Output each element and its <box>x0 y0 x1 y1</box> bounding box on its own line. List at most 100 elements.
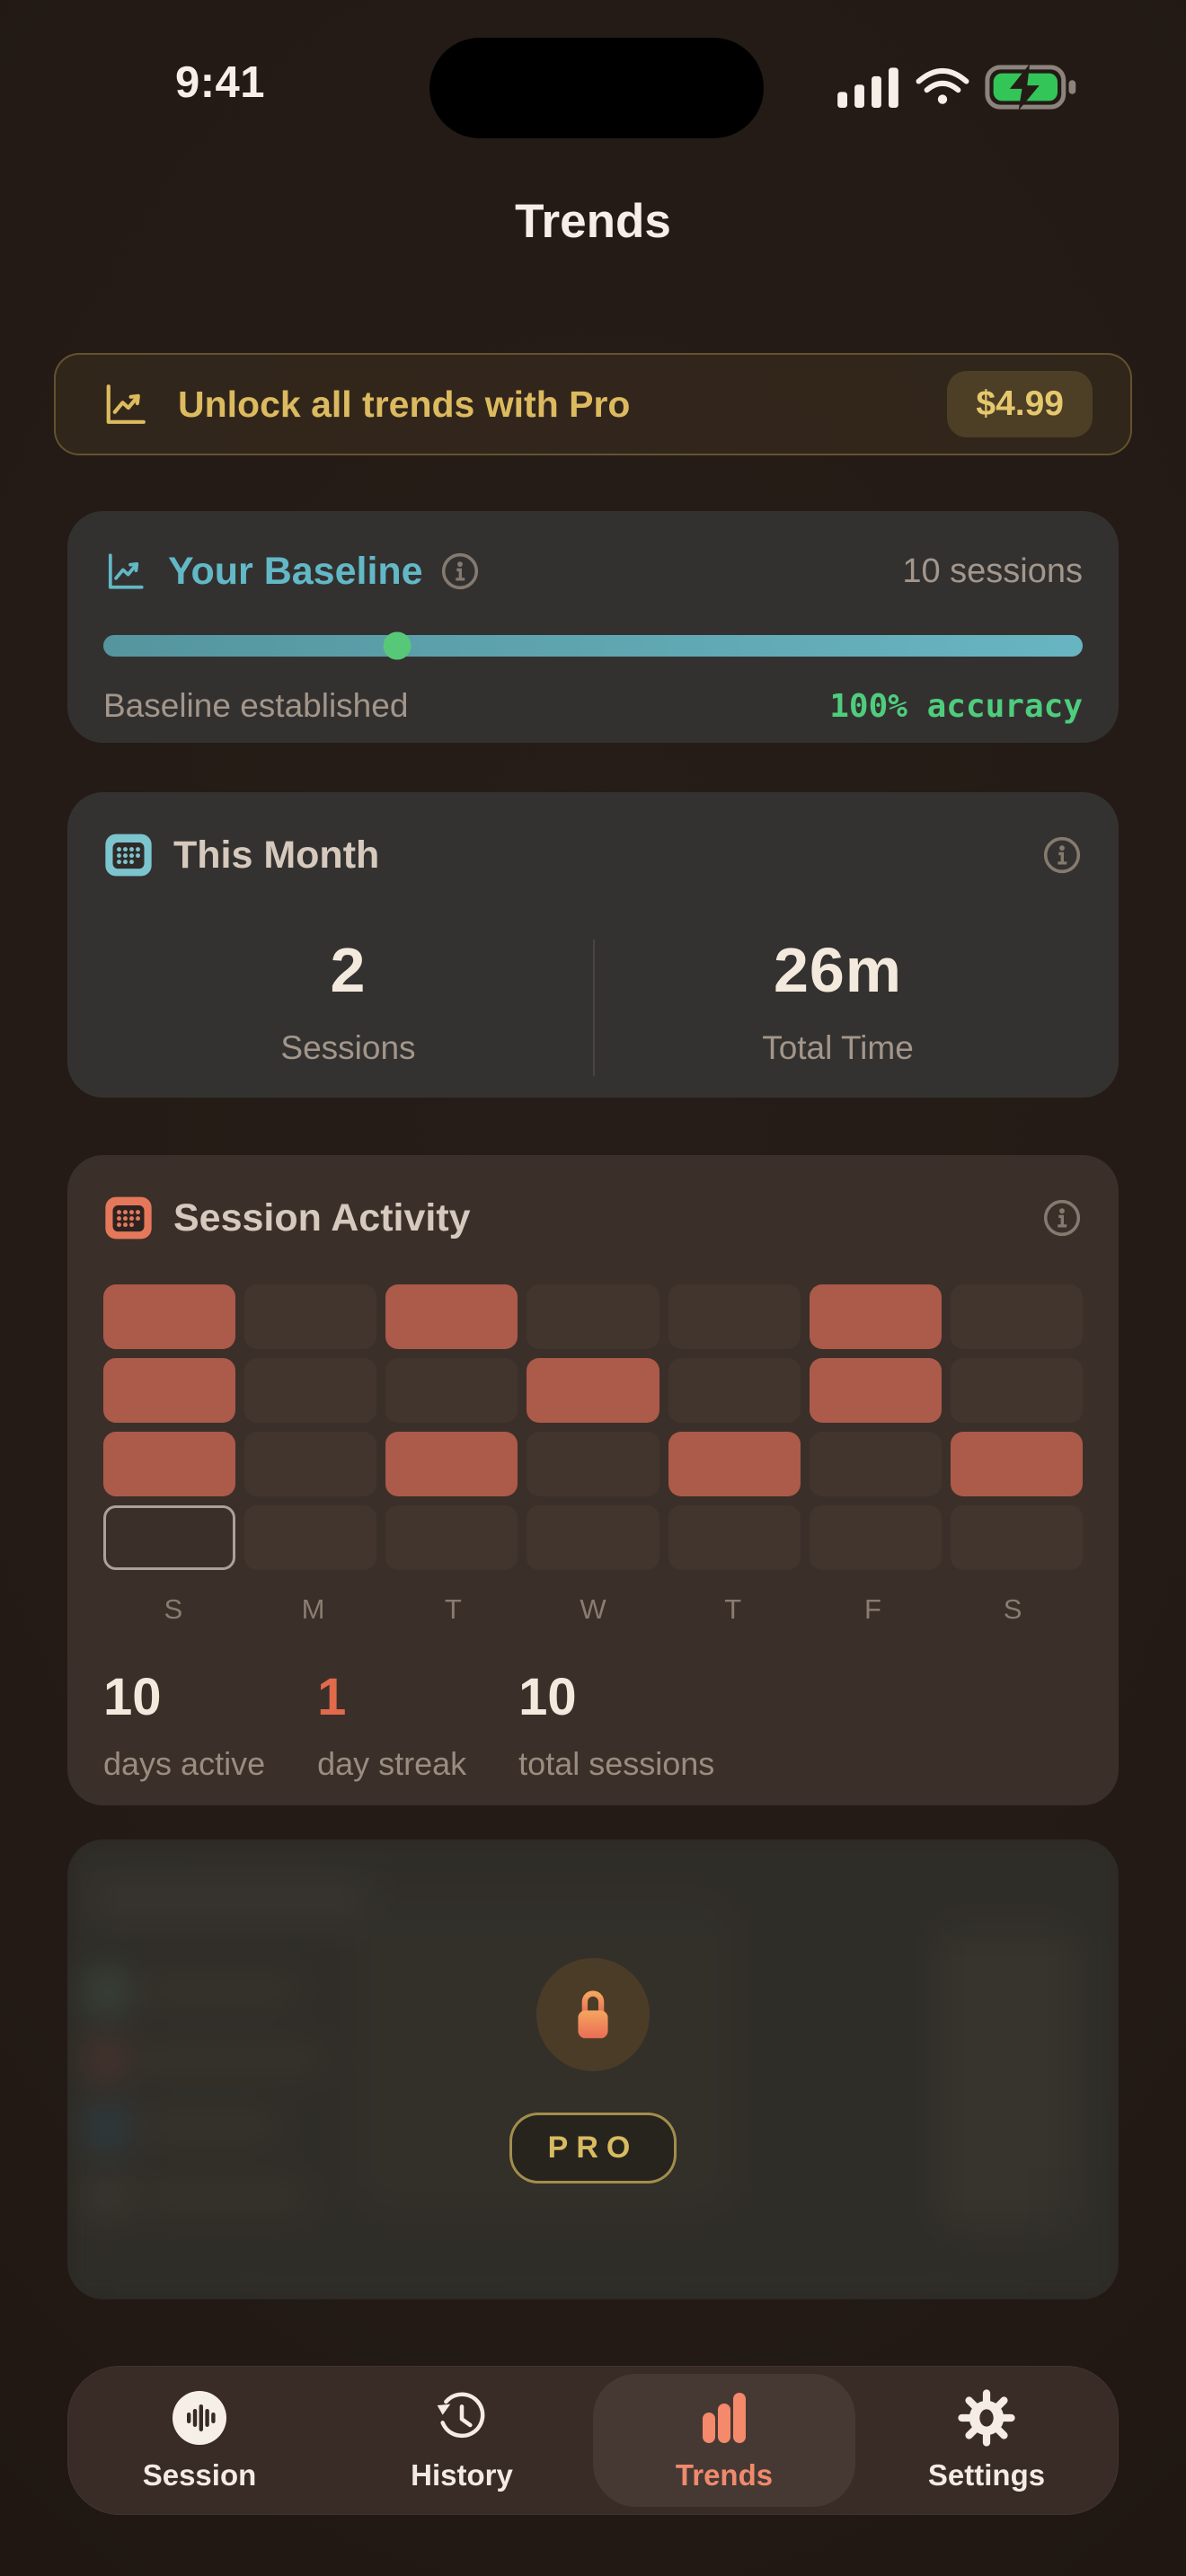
heatmap-cell <box>103 1358 236 1423</box>
baseline-marker-dot <box>383 631 412 660</box>
heatmap-cell <box>950 1284 1083 1349</box>
activity-stat-value: 1 <box>317 1668 347 1726</box>
heatmap-cell <box>244 1432 377 1496</box>
heatmap-cell <box>809 1284 942 1349</box>
heatmap-cell <box>527 1432 659 1496</box>
heatmap-cell <box>950 1358 1083 1423</box>
locked-pro-section: PRO <box>67 1839 1119 2299</box>
heatmap-cell <box>527 1358 659 1423</box>
heatmap-cell <box>244 1505 377 1570</box>
pro-unlock-area[interactable]: PRO <box>67 1839 1119 2299</box>
tab-session-label: Session <box>142 2458 257 2492</box>
info-icon[interactable] <box>1041 834 1083 876</box>
battery-charging-icon <box>985 63 1076 111</box>
wifi-icon <box>916 68 969 104</box>
pro-badge: PRO <box>509 2113 677 2183</box>
page-title: Trends <box>515 195 671 248</box>
activity-stat: 1 day streak <box>317 1667 466 1783</box>
heatmap-cell <box>668 1432 801 1496</box>
bar-chart-icon <box>695 2388 753 2448</box>
tab-trends-label: Trends <box>675 2458 774 2492</box>
dynamic-island <box>429 38 764 138</box>
baseline-progress-bar <box>103 631 1083 660</box>
heatmap-cell <box>809 1505 942 1570</box>
weekday-label: F <box>863 1593 881 1625</box>
blurred-locked-content <box>67 1839 1119 2299</box>
heatmap-cell-today <box>103 1505 236 1570</box>
cellular-signal-icon <box>837 67 898 108</box>
divider <box>593 940 595 1076</box>
weekday-label: M <box>301 1593 325 1625</box>
heatmap-cell <box>385 1505 518 1570</box>
calendar-icon <box>103 830 154 880</box>
heatmap-cell <box>668 1358 801 1423</box>
heatmap-cell <box>950 1432 1083 1496</box>
chart-trend-up-icon <box>101 379 151 429</box>
activity-stat-label: total sessions <box>518 1745 715 1782</box>
activity-stat-value: 10 <box>103 1668 162 1726</box>
weekday-label: W <box>580 1593 606 1625</box>
activity-stat-label: days active <box>103 1745 266 1782</box>
tab-settings-label: Settings <box>927 2458 1046 2492</box>
lock-icon <box>578 1990 608 2039</box>
tab-history-label: History <box>411 2458 513 2492</box>
info-icon[interactable] <box>439 551 481 592</box>
waveform-icon <box>171 2388 228 2448</box>
weekday-label: S <box>164 1593 183 1625</box>
heatmap-cell <box>668 1284 801 1349</box>
heatmap-cell <box>244 1284 377 1349</box>
unlock-pro-banner[interactable]: Unlock all trends with Pro $4.99 <box>54 353 1132 455</box>
activity-stat-label: day streak <box>317 1745 467 1782</box>
activity-title: Session Activity <box>173 1195 471 1239</box>
activity-stat-value: 10 <box>518 1668 577 1726</box>
activity-stat: 10 days active <box>103 1667 265 1783</box>
info-icon[interactable] <box>1041 1197 1083 1239</box>
total-time-stat: 26m Total Time <box>593 934 1083 1067</box>
heatmap-cell <box>103 1284 236 1349</box>
banner-label: Unlock all trends with Pro <box>178 383 631 425</box>
history-clock-icon <box>433 2388 491 2448</box>
baseline-title: Your Baseline <box>168 549 423 593</box>
heatmap-cell <box>527 1505 659 1570</box>
baseline-card: Your Baseline 10 sessions Baseline estab… <box>67 511 1119 743</box>
heatmap-cell <box>244 1358 377 1423</box>
baseline-status-text: Baseline established <box>103 687 409 724</box>
lock-circle <box>536 1958 650 2071</box>
this-month-card: This Month 2 Sessions 26m Total Time <box>67 792 1119 1098</box>
heatmap-cell <box>950 1505 1083 1570</box>
gear-icon <box>957 2388 1016 2448</box>
chart-trend-up-icon <box>103 549 148 594</box>
activity-stat: 10 total sessions <box>518 1667 714 1783</box>
baseline-session-count: 10 sessions <box>902 551 1083 590</box>
calendar-icon <box>103 1193 154 1243</box>
heatmap-cell <box>385 1432 518 1496</box>
heatmap-cell <box>385 1284 518 1349</box>
tab-trends[interactable]: Trends <box>593 2367 855 2514</box>
price-badge: $4.99 <box>947 371 1093 437</box>
heatmap-cell <box>527 1284 659 1349</box>
tab-settings[interactable]: Settings <box>855 2367 1118 2514</box>
heatmap-cell <box>103 1432 236 1496</box>
session-activity-card: Session Activity S M T W T F S 10 days active 1 d… <box>67 1155 1119 1805</box>
sessions-value: 2 <box>330 935 367 1005</box>
activity-heatmap <box>103 1284 1083 1570</box>
status-icons <box>836 63 1082 111</box>
heatmap-cell <box>385 1358 518 1423</box>
heatmap-cell <box>668 1505 801 1570</box>
heatmap-cell <box>809 1432 942 1496</box>
status-time: 9:41 <box>174 58 266 107</box>
sessions-stat: 2 Sessions <box>103 934 593 1067</box>
weekday-label: T <box>444 1593 462 1625</box>
tab-bar: Session History <box>67 2366 1119 2515</box>
sessions-label: Sessions <box>280 1029 416 1066</box>
tab-history[interactable]: History <box>331 2367 593 2514</box>
weekday-label: T <box>724 1593 742 1625</box>
baseline-accuracy-text: 100% accuracy <box>829 688 1083 725</box>
activity-stats: 10 days active 1 day streak 10 total sessions <box>103 1667 1083 1783</box>
total-time-label: Total Time <box>762 1029 914 1066</box>
tab-session[interactable]: Session <box>68 2367 331 2514</box>
month-title: This Month <box>173 833 380 877</box>
heatmap-cell <box>809 1358 942 1423</box>
